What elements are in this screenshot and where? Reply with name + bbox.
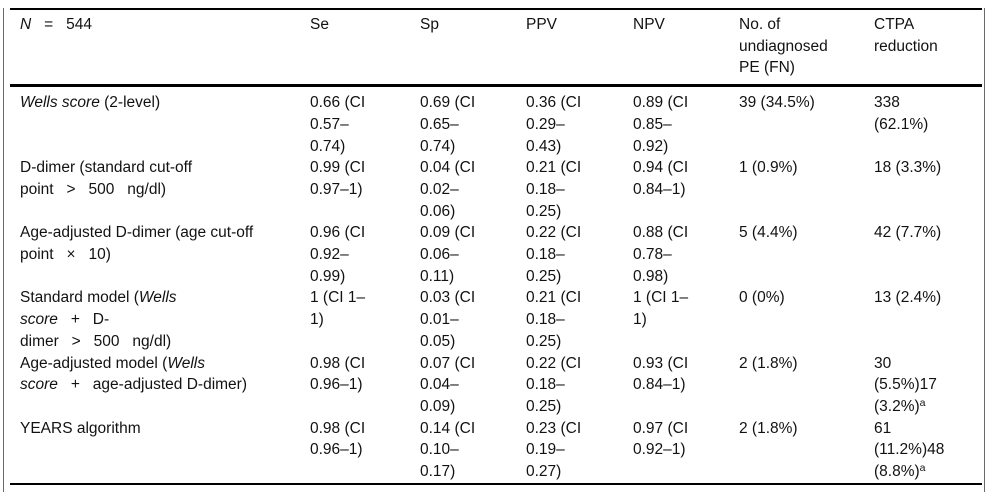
row-label: Age-adjusted D-dimer (age cut-off point … — [20, 224, 254, 264]
cell-ctpa: 13 (2.4%) — [874, 289, 942, 307]
cell-fn: 2 (1.8%) — [739, 354, 798, 372]
row-d-dimer-standard: D-dimer (standard cut-off point > 500 ng… — [10, 157, 982, 222]
figure-right-border — [984, 8, 985, 492]
row-standard-model: Standard model (Wells score + D- dimer >… — [10, 287, 982, 352]
cell-ctpa: 338 (62.1%) — [874, 94, 929, 133]
cell-ctpa: 42 (7.7%) — [874, 224, 942, 242]
row-age-adjusted-model: Age-adjusted model (Wells score + age-ad… — [10, 353, 982, 418]
header-row: N = 544 Se Sp PPV NPV No. of undiagnosed… — [10, 9, 982, 88]
cell-npv: 0.89 (CI 0.85– 0.92) — [633, 94, 689, 155]
cell-fn: 2 (1.8%) — [739, 419, 798, 437]
row-label: Age-adjusted model (Wells score + age-ad… — [20, 354, 248, 394]
cell-npv: 1 (CI 1– 1) — [633, 289, 689, 329]
cell-npv: 0.93 (CI 0.84–1) — [633, 354, 689, 394]
cell-ctpa: 61 (11.2%)48 (8.8%)a — [874, 419, 945, 481]
cell-sp: 0.14 (CI 0.10– 0.17) — [420, 419, 476, 481]
cell-sp: 0.04 (CI 0.02– 0.06) — [420, 159, 476, 220]
row-label: D-dimer (standard cut-off point > 500 ng… — [20, 159, 192, 198]
cell-fn: 1 (0.9%) — [739, 159, 798, 177]
header-sp: Sp — [420, 9, 526, 88]
cell-se: 0.98 (CI 0.96–1) — [310, 419, 366, 459]
header-undiagnosed-pe: No. of undiagnosed PE (FN) — [739, 9, 874, 88]
cell-se: 0.66 (CI 0.57– 0.74) — [310, 94, 366, 155]
row-label: YEARS algorithm — [20, 419, 141, 437]
figure-left-border — [3, 8, 4, 492]
row-years-algorithm: YEARS algorithm 0.98 (CI 0.96–1) 0.14 (C… — [10, 418, 982, 484]
row-label: Wells score (2-level) — [20, 94, 161, 112]
header-ppv: PPV — [526, 9, 633, 88]
header-ctpa-reduction: CTPA reduction — [874, 9, 982, 88]
cell-sp: 0.09 (CI 0.06– 0.11) — [420, 224, 476, 285]
cell-se: 0.99 (CI 0.97–1) — [310, 159, 366, 198]
cell-npv: 0.97 (CI 0.92–1) — [633, 419, 689, 459]
row-wells-score: Wells score (2-level) 0.66 (CI 0.57– 0.7… — [10, 86, 982, 158]
row-age-adjusted-d-dimer: Age-adjusted D-dimer (age cut-off point … — [10, 222, 982, 287]
cell-npv: 0.94 (CI 0.84–1) — [633, 159, 689, 198]
cell-ctpa: 18 (3.3%) — [874, 159, 942, 177]
cell-fn: 5 (4.4%) — [739, 224, 798, 242]
cell-se: 0.98 (CI 0.96–1) — [310, 354, 366, 394]
row-label: Standard model (Wells score + D- dimer >… — [20, 289, 177, 350]
cell-fn: 39 (34.5%) — [739, 94, 815, 112]
cell-ppv: 0.21 (CI 0.18– 0.25) — [526, 159, 582, 220]
cell-sp: 0.07 (CI 0.04– 0.09) — [420, 354, 476, 415]
cell-se: 0.96 (CI 0.92– 0.99) — [310, 224, 366, 285]
header-se: Se — [310, 9, 420, 88]
cell-npv: 0.88 (CI 0.78– 0.98) — [633, 224, 689, 285]
cell-ctpa: 30 (5.5%)17 (3.2%)a — [874, 354, 937, 415]
cell-sp: 0.69 (CI 0.65– 0.74) — [420, 94, 476, 155]
cell-ppv: 0.22 (CI 0.18– 0.25) — [526, 354, 582, 415]
cell-se: 1 (CI 1– 1) — [310, 289, 366, 329]
cell-ppv: 0.21 (CI 0.18– 0.25) — [526, 289, 582, 350]
cell-ppv: 0.23 (CI 0.19– 0.27) — [526, 419, 582, 481]
header-npv: NPV — [633, 9, 739, 88]
cell-fn: 0 (0%) — [739, 289, 785, 307]
cell-sp: 0.03 (CI 0.01– 0.05) — [420, 289, 476, 350]
diagnostic-results-table: N = 544 Se Sp PPV NPV No. of undiagnosed… — [10, 8, 982, 485]
cell-ppv: 0.22 (CI 0.18– 0.25) — [526, 224, 582, 285]
header-n-544: N = 544 — [10, 9, 310, 88]
cell-ppv: 0.36 (CI 0.29– 0.43) — [526, 94, 582, 155]
